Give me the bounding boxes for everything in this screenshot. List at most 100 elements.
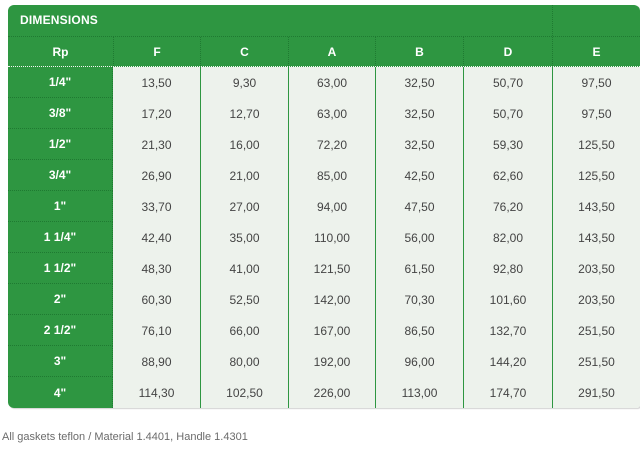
value-cell: 26,90 [113, 160, 200, 191]
table-row: 3" 88,90 80,00 192,00 96,00 144,20 251,50 [8, 346, 640, 377]
value-cell: 97,50 [552, 67, 640, 98]
column-header-c: C [200, 37, 288, 66]
value-cell: 86,50 [375, 315, 463, 346]
value-cell: 59,30 [463, 129, 552, 160]
column-header-e: E [552, 37, 640, 66]
value-cell: 121,50 [288, 253, 375, 284]
value-cell: 48,30 [113, 253, 200, 284]
value-cell: 174,70 [463, 377, 552, 408]
table-row: 3/8" 17,20 12,70 63,00 32,50 50,70 97,50 [8, 98, 640, 129]
value-cell: 16,00 [200, 129, 288, 160]
value-cell: 17,20 [113, 98, 200, 129]
row-label: 2 1/2" [8, 315, 113, 346]
row-label: 1" [8, 191, 113, 222]
value-cell: 226,00 [288, 377, 375, 408]
value-cell: 114,30 [113, 377, 200, 408]
value-cell: 125,50 [552, 160, 640, 191]
value-cell: 251,50 [552, 346, 640, 377]
value-cell: 50,70 [463, 98, 552, 129]
table-row: 1 1/2" 48,30 41,00 121,50 61,50 92,80 203,50 [8, 253, 640, 284]
value-cell: 62,60 [463, 160, 552, 191]
row-label: 3/8" [8, 98, 113, 129]
row-label: 1 1/2" [8, 253, 113, 284]
value-cell: 251,50 [552, 315, 640, 346]
value-cell: 41,00 [200, 253, 288, 284]
value-cell: 72,20 [288, 129, 375, 160]
value-cell: 143,50 [552, 222, 640, 253]
value-cell: 132,70 [463, 315, 552, 346]
row-label: 3/4" [8, 160, 113, 191]
value-cell: 102,50 [200, 377, 288, 408]
value-cell: 70,30 [375, 284, 463, 315]
row-label: 1 1/4" [8, 222, 113, 253]
value-cell: 82,00 [463, 222, 552, 253]
value-cell: 63,00 [288, 98, 375, 129]
value-cell: 125,50 [552, 129, 640, 160]
value-cell: 21,30 [113, 129, 200, 160]
table-row: 1/4" 13,50 9,30 63,00 32,50 50,70 97,50 [8, 67, 640, 98]
column-header-a: A [288, 37, 375, 66]
value-cell: 92,80 [463, 253, 552, 284]
value-cell: 192,00 [288, 346, 375, 377]
value-cell: 33,70 [113, 191, 200, 222]
value-cell: 76,10 [113, 315, 200, 346]
value-cell: 96,00 [375, 346, 463, 377]
value-cell: 42,50 [375, 160, 463, 191]
table-title: DIMENSIONS [20, 13, 99, 27]
value-cell: 101,60 [463, 284, 552, 315]
table-row: 1/2" 21,30 16,00 72,20 32,50 59,30 125,50 [8, 129, 640, 160]
column-header-rp: Rp [52, 44, 69, 59]
value-cell: 12,70 [200, 98, 288, 129]
value-cell: 56,00 [375, 222, 463, 253]
table-body: 1/4" 13,50 9,30 63,00 32,50 50,70 97,50 3/8" 17,… [8, 67, 640, 408]
value-cell: 76,20 [463, 191, 552, 222]
value-cell: 63,00 [288, 67, 375, 98]
value-cell: 97,50 [552, 98, 640, 129]
value-cell: 203,50 [552, 284, 640, 315]
value-cell: 85,00 [288, 160, 375, 191]
table-row: 2" 60,30 52,50 142,00 70,30 101,60 203,50 [8, 284, 640, 315]
title-row-spacer [552, 5, 640, 36]
row-label: 1/4" [8, 67, 113, 98]
value-cell: 88,90 [113, 346, 200, 377]
column-header-f: F [113, 37, 200, 66]
value-cell: 21,00 [200, 160, 288, 191]
value-cell: 32,50 [375, 129, 463, 160]
value-cell: 47,50 [375, 191, 463, 222]
row-label: 1/2" [8, 129, 113, 160]
value-cell: 35,00 [200, 222, 288, 253]
row-label: 2" [8, 284, 113, 315]
value-cell: 142,00 [288, 284, 375, 315]
value-cell: 167,00 [288, 315, 375, 346]
table-title-row: DIMENSIONS [8, 5, 640, 36]
value-cell: 110,00 [288, 222, 375, 253]
value-cell: 113,00 [375, 377, 463, 408]
value-cell: 32,50 [375, 98, 463, 129]
column-header-b: B [375, 37, 463, 66]
value-cell: 27,00 [200, 191, 288, 222]
value-cell: 80,00 [200, 346, 288, 377]
table-row: 4" 114,30 102,50 226,00 113,00 174,70 291,50 [8, 377, 640, 408]
value-cell: 94,00 [288, 191, 375, 222]
dimensions-table: DIMENSIONS Rp F C A B D E 1/4" 13,50 9,30 6… [8, 5, 640, 408]
value-cell: 66,00 [200, 315, 288, 346]
value-cell: 32,50 [375, 67, 463, 98]
footnote-text: All gaskets teflon / Material 1.4401, Ha… [2, 431, 248, 443]
value-cell: 203,50 [552, 253, 640, 284]
value-cell: 50,70 [463, 67, 552, 98]
value-cell: 291,50 [552, 377, 640, 408]
table-row: 3/4" 26,90 21,00 85,00 42,50 62,60 125,50 [8, 160, 640, 191]
row-label: 4" [8, 377, 113, 408]
table-row: 2 1/2" 76,10 66,00 167,00 86,50 132,70 251,50 [8, 315, 640, 346]
value-cell: 143,50 [552, 191, 640, 222]
value-cell: 52,50 [200, 284, 288, 315]
column-header-d: D [463, 37, 552, 66]
table-row: 1" 33,70 27,00 94,00 47,50 76,20 143,50 [8, 191, 640, 222]
row-label: 3" [8, 346, 113, 377]
value-cell: 60,30 [113, 284, 200, 315]
value-cell: 9,30 [200, 67, 288, 98]
value-cell: 13,50 [113, 67, 200, 98]
column-header-row: Rp F C A B D E [8, 36, 640, 67]
value-cell: 61,50 [375, 253, 463, 284]
value-cell: 42,40 [113, 222, 200, 253]
